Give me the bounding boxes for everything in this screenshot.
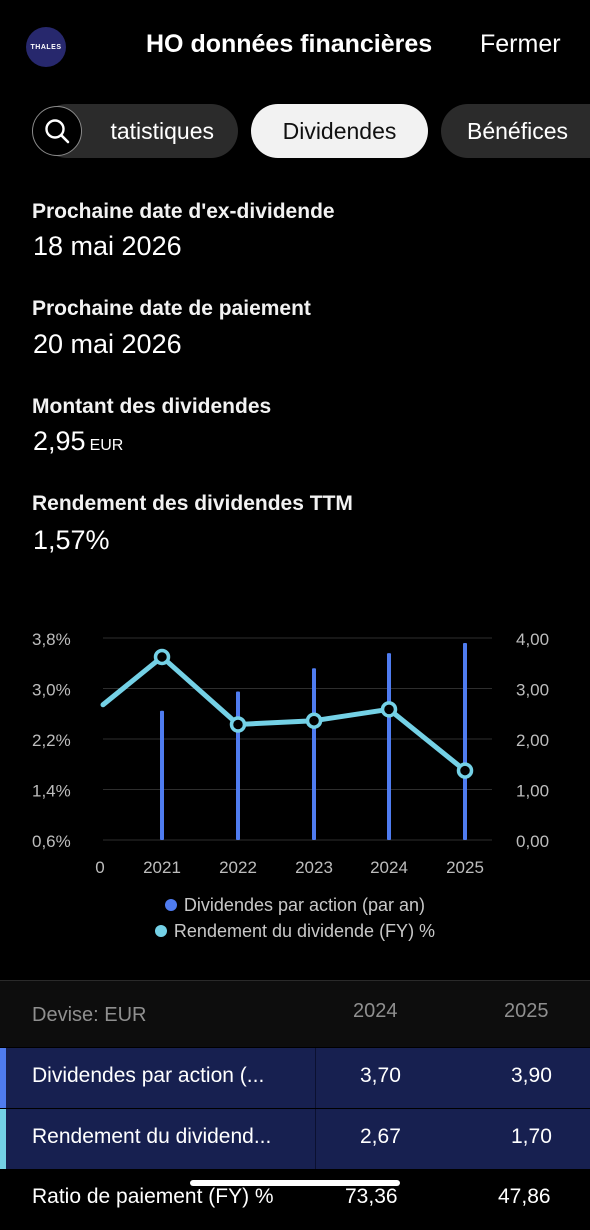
dividend-chart: 3,8% 3,0% 2,2% 1,4% 0,6% 4,00 3,00 2,00 1,00 0,00… <box>32 630 549 877</box>
column-header-2025: 2025 <box>504 1000 549 1022</box>
home-indicator <box>190 1180 400 1186</box>
dividend-amount-value: 2,95 <box>33 426 86 456</box>
table-row-dividends[interactable]: Dividendes par action (... 3,70 3,90 <box>0 1048 590 1108</box>
row-accent <box>0 1048 6 1108</box>
y-left-tick-label: 3,8% <box>32 630 71 649</box>
tab-statistiques-label: tatistiques <box>110 117 214 144</box>
yield-point-2021 <box>153 648 171 666</box>
cell-2025: 3,90 <box>511 1064 552 1087</box>
row-label: Ratio de paiement (FY) % <box>32 1185 274 1208</box>
x-tick-label: 2024 <box>370 858 408 877</box>
x-tick-label: 2022 <box>219 858 257 877</box>
y-right-tick-label: 1,00 <box>516 782 549 801</box>
legend-dot-yield <box>154 925 167 937</box>
tab-benefices[interactable]: Bénéfices <box>441 104 590 158</box>
company-logo: THALES <box>26 27 66 67</box>
bar-dividend-2024 <box>387 653 391 840</box>
bar-dividend-2025 <box>463 643 467 840</box>
y-left-tick-label: 3,0% <box>32 681 71 700</box>
bar-dividend-2021 <box>160 710 164 840</box>
page-title: HO données financières <box>146 30 433 58</box>
yield-line <box>100 654 468 774</box>
header: THALES HO données financières Fermer <box>0 0 590 100</box>
cell-2024: 2,67 <box>360 1125 401 1148</box>
x-tick-label: 2023 <box>295 858 333 877</box>
cell-2025: 1,70 <box>511 1125 552 1148</box>
dividend-yield-label: Rendement des dividendes TTM <box>32 492 353 515</box>
table-row-yield[interactable]: Rendement du dividend... 2,67 1,70 <box>0 1109 590 1169</box>
yield-point-2024 <box>380 701 398 718</box>
legend-label-yield: Rendement du dividende (FY) % <box>173 920 436 941</box>
tab-dividendes[interactable]: Dividendes <box>251 104 428 158</box>
dividend-amount-label: Montant des dividendes <box>32 395 272 418</box>
ex-dividend-date-value: 18 mai 2026 <box>33 231 182 261</box>
tab-bar: tatistiques Dividendes Bénéfices <box>0 104 590 160</box>
y-right-tick-label: 0,00 <box>516 832 549 851</box>
y-right-tick-label: 2,00 <box>516 731 549 750</box>
yield-point-2023 <box>305 712 323 729</box>
dividend-amount: 2,95 EUR <box>33 426 123 457</box>
y-right-tick-label: 3,00 <box>516 681 549 700</box>
cell-2024: 3,70 <box>360 1064 401 1087</box>
bar-dividend-2023 <box>312 668 316 840</box>
cell-2025: 47,86 <box>498 1185 551 1208</box>
legend-item-dividends: Dividendes par action (par an) <box>0 892 590 918</box>
dividend-table: Devise: EUR 2024 2025 Dividendes par act… <box>0 980 590 1230</box>
x-tick-label: 0 <box>95 858 104 877</box>
tab-benefices-label: Bénéfices <box>467 117 569 144</box>
payment-date-label: Prochaine date de paiement <box>32 297 311 320</box>
x-tick-label: 2025 <box>446 858 484 877</box>
legend-label-dividends: Dividendes par action (par an) <box>183 894 426 915</box>
table-header: Devise: EUR 2024 2025 <box>0 981 590 1047</box>
y-left-tick-label: 2,2% <box>32 731 71 750</box>
currency-label: Devise: EUR <box>32 1004 147 1026</box>
ex-dividend-date-label: Prochaine date d'ex-dividende <box>32 200 335 223</box>
search-button[interactable] <box>32 106 82 156</box>
y-left-tick-label: 0,6% <box>32 832 71 851</box>
x-tick-label: 2021 <box>143 858 181 877</box>
cell-2024: 73,36 <box>345 1185 398 1208</box>
yield-point-2025 <box>456 762 474 779</box>
chart-legend: Dividendes par action (par an) Rendement… <box>0 892 590 944</box>
row-label: Dividendes par action (... <box>32 1064 265 1087</box>
search-icon <box>45 119 70 144</box>
column-header-2024: 2024 <box>353 1000 398 1022</box>
dividend-amount-unit: EUR <box>89 437 124 454</box>
legend-item-yield: Rendement du dividende (FY) % <box>0 918 590 944</box>
y-left-tick-label: 1,4% <box>32 782 71 801</box>
legend-dot-dividends <box>164 899 177 911</box>
y-right-tick-label: 4,00 <box>516 630 549 649</box>
table-row-payout[interactable]: Ratio de paiement (FY) % 73,36 47,86 <box>0 1170 590 1230</box>
column-divider <box>315 1048 316 1108</box>
yield-point-2022 <box>229 716 247 733</box>
tab-dividendes-label: Dividendes <box>282 117 397 144</box>
column-divider <box>315 1109 316 1169</box>
row-label: Rendement du dividend... <box>32 1125 272 1148</box>
dividend-yield-value: 1,57% <box>33 525 110 555</box>
row-accent <box>0 1109 6 1169</box>
bar-dividend-2022 <box>236 691 240 840</box>
payment-date-value: 20 mai 2026 <box>33 329 182 359</box>
close-button[interactable]: Fermer <box>480 30 561 58</box>
